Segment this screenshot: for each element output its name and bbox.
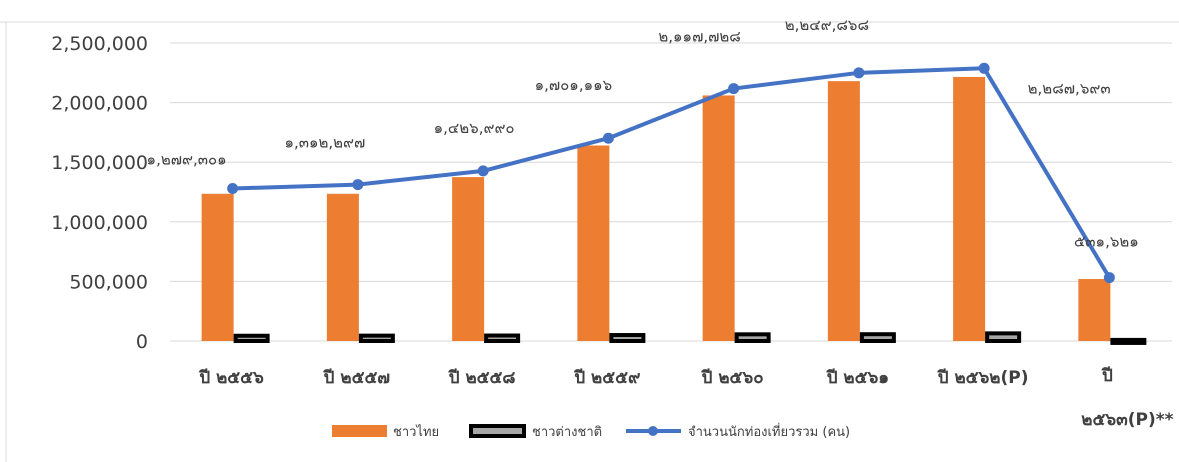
total-line-point xyxy=(227,183,239,195)
y-axis-ticks: 0 500,000 1,000,000 1,500,000 2,000,000 2,500… xyxy=(51,33,148,353)
y-tick-label: 1,000,000 xyxy=(51,212,148,234)
x-category-label: ปี ๒๕๕๗ xyxy=(323,367,391,388)
bar-thai xyxy=(1078,279,1111,341)
bar-foreign xyxy=(484,333,521,344)
total-line-point xyxy=(477,165,489,177)
total-data-label: ๒,๑๑๗,๗๒๘ xyxy=(658,28,741,46)
bars xyxy=(201,76,1147,345)
x-category-label: ปี xyxy=(1101,365,1113,386)
total-data-label: ๑,๔๒๖,๙๙๐ xyxy=(434,119,515,137)
x-category-label: ปี ๒๕๖๒(P) xyxy=(937,367,1029,388)
total-line-path xyxy=(232,66,1112,279)
x-axis-categories: ปี ๒๕๕๖ ปี ๒๕๕๗ ปี ๒๕๕๘ ปี ๒๕๕๙ ปี ๒๕๖๐ ปี ๒๕… xyxy=(199,365,1174,430)
bar-foreign xyxy=(609,333,646,344)
bar-foreign xyxy=(734,332,771,343)
legend-label-foreign: ชาวต่างชาติ xyxy=(532,425,602,440)
legend-swatch-foreign xyxy=(469,424,526,438)
x-category-label: ปี ๒๕๖๑ xyxy=(826,367,889,388)
bar-foreign xyxy=(233,333,270,343)
legend-swatch-thai xyxy=(332,425,387,437)
x-category-label: ปี ๒๕๕๖ xyxy=(199,367,265,388)
total-data-label: ๕๓๑,๖๒๑ xyxy=(1074,233,1139,251)
total-line xyxy=(227,62,1115,284)
bar-thai xyxy=(326,193,359,341)
y-tick-label: 2,000,000 xyxy=(51,93,148,115)
total-line-point xyxy=(728,83,740,95)
total-data-label: ๑,๗๐๑,๑๑๖ xyxy=(535,76,613,94)
total-line-point xyxy=(602,132,614,144)
bar-foreign xyxy=(358,333,395,343)
total-data-label: ๑,๒๗๙,๓๐๑ xyxy=(147,151,227,169)
x-category-label: ๒๕๖๓(P)** xyxy=(1081,410,1173,430)
bar-thai xyxy=(577,145,610,341)
legend-label-thai: ชาวไทย xyxy=(393,424,439,440)
total-data-label: ๒,๒๔๙,๘๖๘ xyxy=(785,16,869,34)
y-tick-label: 500,000 xyxy=(69,271,148,293)
bar-thai xyxy=(201,193,234,341)
bar-foreign xyxy=(985,331,1022,343)
legend-label-total: จำนวนนักท่องเที่ยวรวม (คน) xyxy=(688,423,850,440)
x-category-label: ปี ๒๕๖๐ xyxy=(701,367,764,388)
data-labels: ๑,๒๗๙,๓๐๑ ๑,๓๑๒,๒๙๗ ๑,๔๒๖,๙๙๐ ๑,๗๐๑,๑๑๖ ๒,๑๑… xyxy=(147,16,1139,251)
x-category-label: ปี ๒๕๕๙ xyxy=(573,367,640,388)
bar-thai xyxy=(827,81,860,342)
legend: ชาวไทย ชาวต่างชาติ จำนวนนักท่องเที่ยวรวม (… xyxy=(332,423,850,440)
bar-foreign xyxy=(859,332,896,343)
total-data-label: ๑,๓๑๒,๒๙๗ xyxy=(284,134,365,152)
y-tick-label: 1,500,000 xyxy=(51,152,148,174)
total-line-point xyxy=(978,62,990,74)
y-tick-label: 0 xyxy=(136,331,148,353)
x-category-label: ปี ๒๕๕๘ xyxy=(448,367,516,388)
bar-thai xyxy=(452,177,485,341)
y-tick-label: 2,500,000 xyxy=(51,33,148,55)
bar-thai xyxy=(953,76,986,342)
bar-thai xyxy=(702,95,735,341)
legend-marker-total xyxy=(648,426,658,436)
total-line-point xyxy=(853,67,865,79)
total-data-label: ๒,๒๘๗,๖๙๓ xyxy=(1028,79,1111,97)
total-line-point xyxy=(1103,272,1115,284)
total-line-point xyxy=(352,179,364,191)
bar-foreign xyxy=(1110,337,1147,345)
